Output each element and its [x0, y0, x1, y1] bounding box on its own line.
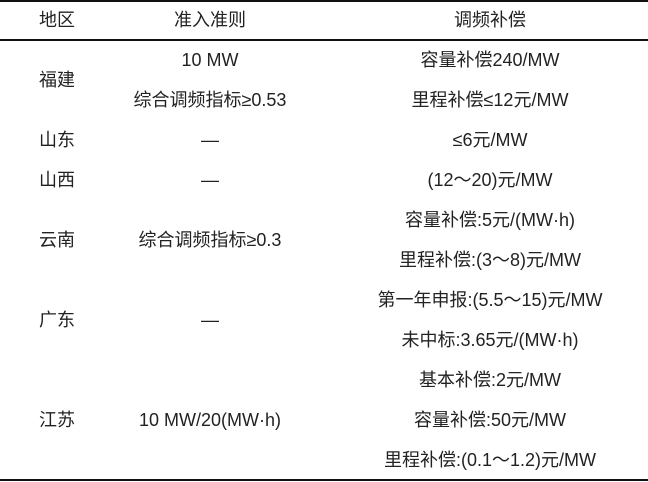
- compensation-cell: 里程补偿:(3～8)元/MW: [399, 250, 581, 270]
- region-cell: 山东: [39, 130, 75, 150]
- criteria-cell: 综合调频指标≥0.3: [138, 230, 282, 250]
- region-cell: 广东: [39, 310, 75, 330]
- header-criteria: 准入准则: [174, 10, 246, 30]
- compensation-cell: (12～20)元/MW: [427, 170, 553, 190]
- table-top-border: [0, 0, 648, 2]
- criteria-cell: 10 MW/20(MW·h): [138, 410, 281, 430]
- criteria-cell: —: [201, 170, 219, 190]
- criteria-cell: 综合调频指标≥0.53: [133, 90, 287, 110]
- region-cell: 江苏: [39, 410, 75, 430]
- region-cell: 山西: [39, 170, 75, 190]
- criteria-cell: 10 MW: [181, 50, 239, 70]
- compensation-cell: 里程补偿≤12元/MW: [411, 90, 569, 110]
- compensation-cell: 容量补偿:50元/MW: [413, 410, 566, 430]
- region-cell: 福建: [39, 70, 75, 90]
- criteria-cell: —: [201, 310, 219, 330]
- compensation-cell: ≤6元/MW: [452, 130, 528, 150]
- region-cell: 云南: [39, 230, 75, 250]
- table-bottom-border: [0, 479, 648, 481]
- compensation-cell: 里程补偿:(0.1～1.2)元/MW: [383, 450, 597, 470]
- compensation-cell: 未中标:3.65元/(MW·h): [401, 330, 579, 350]
- header-region: 地区: [39, 10, 75, 30]
- compensation-cell: 第一年申报:(5.5～15)元/MW: [377, 290, 603, 310]
- header-divider: [0, 39, 648, 41]
- compensation-cell: 容量补偿240/MW: [420, 50, 560, 70]
- compensation-cell: 基本补偿:2元/MW: [419, 370, 561, 390]
- compensation-cell: 容量补偿:5元/(MW·h): [405, 210, 575, 230]
- criteria-cell: —: [201, 130, 219, 150]
- header-compensation: 调频补偿: [454, 10, 526, 30]
